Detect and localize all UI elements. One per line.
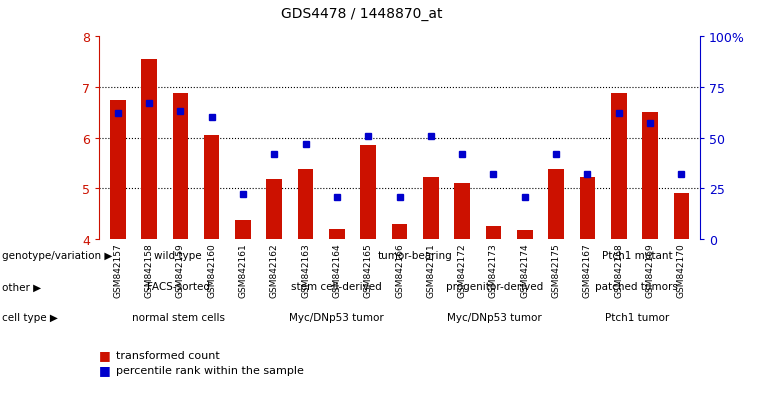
Bar — [235, 220, 251, 240]
Bar — [673, 194, 689, 240]
Text: tumor-bearing: tumor-bearing — [378, 251, 453, 261]
Text: other ▶: other ▶ — [2, 282, 40, 292]
Text: Ptch1 mutant: Ptch1 mutant — [601, 251, 672, 261]
Bar — [173, 94, 188, 240]
Bar — [611, 94, 626, 240]
Bar — [454, 184, 470, 240]
Text: genotype/variation ▶: genotype/variation ▶ — [2, 251, 112, 261]
Bar — [110, 100, 126, 240]
Text: Ptch1 tumor: Ptch1 tumor — [605, 313, 669, 323]
Text: GDS4478 / 1448870_at: GDS4478 / 1448870_at — [281, 7, 442, 21]
Bar — [517, 230, 533, 240]
Bar — [329, 230, 345, 240]
Bar — [266, 180, 282, 240]
Text: Myc/DNp53 tumor: Myc/DNp53 tumor — [289, 313, 384, 323]
Bar — [423, 178, 438, 240]
Bar — [642, 113, 658, 240]
Text: FACS-sorted: FACS-sorted — [147, 282, 209, 292]
Bar — [486, 227, 501, 240]
Text: Myc/DNp53 tumor: Myc/DNp53 tumor — [447, 313, 542, 323]
Bar — [204, 136, 219, 240]
Text: stem cell-derived: stem cell-derived — [291, 282, 381, 292]
Bar — [298, 170, 314, 240]
Text: wild type: wild type — [154, 251, 202, 261]
Text: ■: ■ — [99, 363, 110, 376]
Text: normal stem cells: normal stem cells — [132, 313, 224, 323]
Bar — [548, 170, 564, 240]
Text: transformed count: transformed count — [116, 350, 219, 360]
Text: percentile rank within the sample: percentile rank within the sample — [116, 365, 304, 375]
Text: progenitor-derived: progenitor-derived — [446, 282, 543, 292]
Text: patched tumors: patched tumors — [595, 282, 678, 292]
Text: ■: ■ — [99, 349, 110, 362]
Bar — [580, 178, 595, 240]
Bar — [142, 60, 157, 240]
Bar — [392, 224, 407, 240]
Text: cell type ▶: cell type ▶ — [2, 313, 57, 323]
Bar — [361, 146, 376, 240]
